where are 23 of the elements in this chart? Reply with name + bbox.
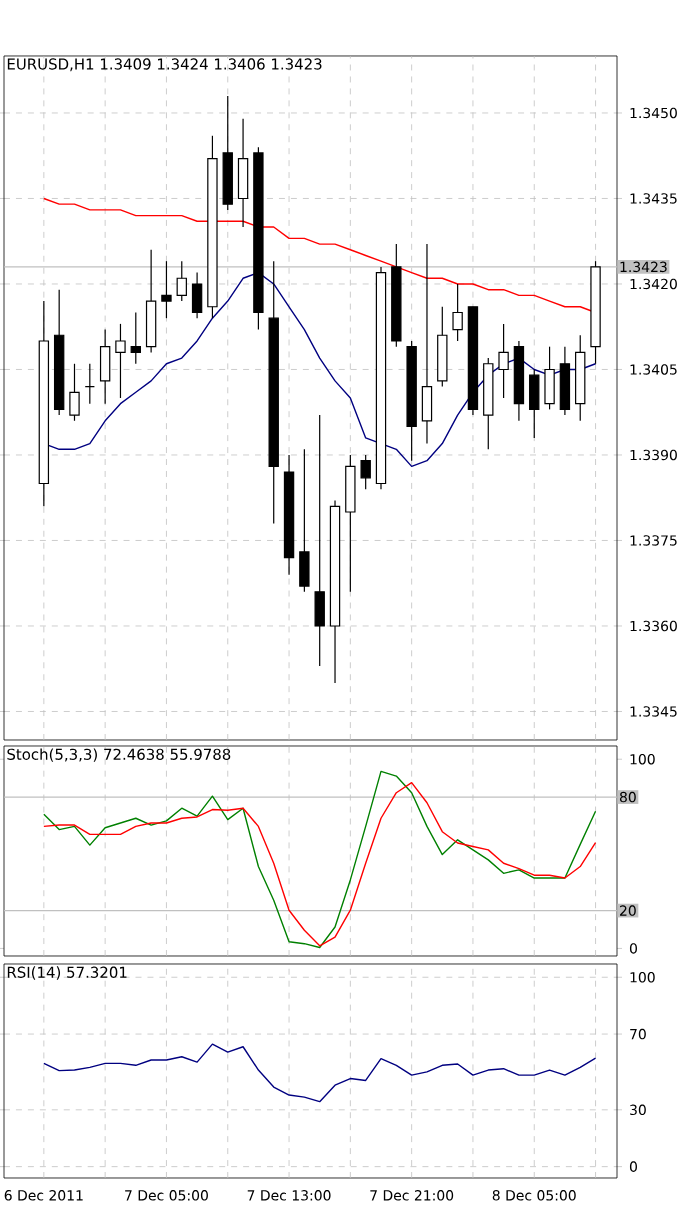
candlestick (529, 368, 540, 439)
candlestick (544, 346, 555, 410)
candlestick (161, 260, 172, 319)
candlestick (498, 323, 509, 399)
candlestick (559, 346, 571, 416)
candlestick (437, 306, 448, 388)
candlestick (237, 118, 249, 228)
candlestick (452, 283, 463, 342)
candlestick (360, 454, 371, 490)
candlestick (421, 243, 433, 445)
candlestick (176, 260, 187, 302)
candlestick (145, 249, 157, 353)
line-series (43, 271, 597, 468)
candlestick (345, 454, 356, 593)
candlestick (84, 363, 96, 405)
candlestick (299, 448, 310, 593)
line-series (43, 1043, 597, 1103)
candlestick (314, 414, 325, 667)
candlestick (191, 271, 203, 319)
candlestick (130, 311, 141, 365)
candlestick (69, 363, 80, 422)
candlestick (115, 323, 126, 399)
candlestick (99, 328, 111, 405)
